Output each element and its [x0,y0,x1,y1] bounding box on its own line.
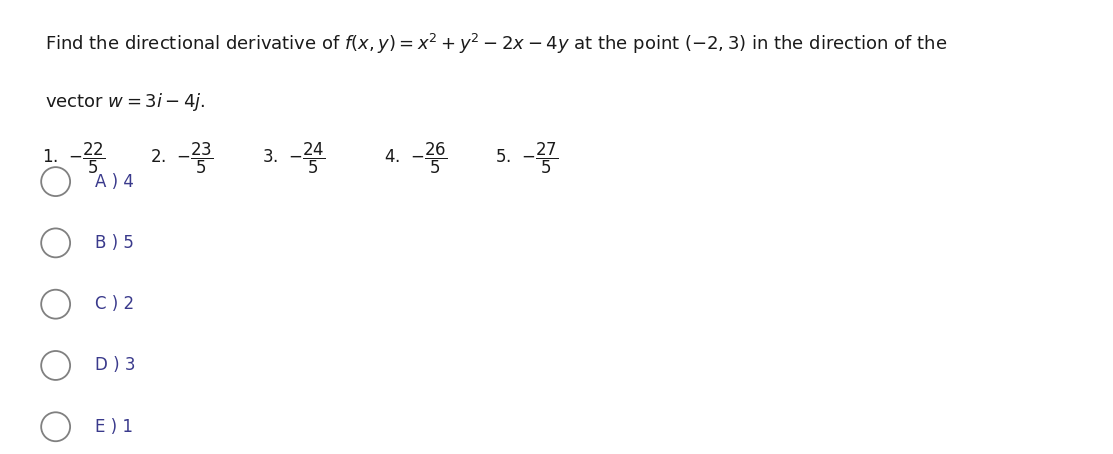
Text: vector $w = 3\mathit{i} - 4\mathit{j}$.: vector $w = 3\mathit{i} - 4\mathit{j}$. [45,91,205,113]
Text: A ) 4: A ) 4 [95,173,134,191]
Text: 5.  $-\dfrac{27}{5}$: 5. $-\dfrac{27}{5}$ [495,141,559,176]
Text: 4.  $-\dfrac{26}{5}$: 4. $-\dfrac{26}{5}$ [384,141,447,176]
Text: 1.  $-\dfrac{22}{5}$: 1. $-\dfrac{22}{5}$ [42,141,106,176]
Text: B ) 5: B ) 5 [95,234,134,252]
Text: D ) 3: D ) 3 [95,356,135,375]
Text: 2.  $-\dfrac{23}{5}$: 2. $-\dfrac{23}{5}$ [150,141,214,176]
Text: E ) 1: E ) 1 [95,418,132,436]
Text: 3.  $-\dfrac{24}{5}$: 3. $-\dfrac{24}{5}$ [262,141,325,176]
Text: Find the directional derivative of $f(x, y) = x^2 + y^2 - 2x - 4y$ at the point : Find the directional derivative of $f(x,… [45,32,947,56]
Text: C ) 2: C ) 2 [95,295,134,313]
